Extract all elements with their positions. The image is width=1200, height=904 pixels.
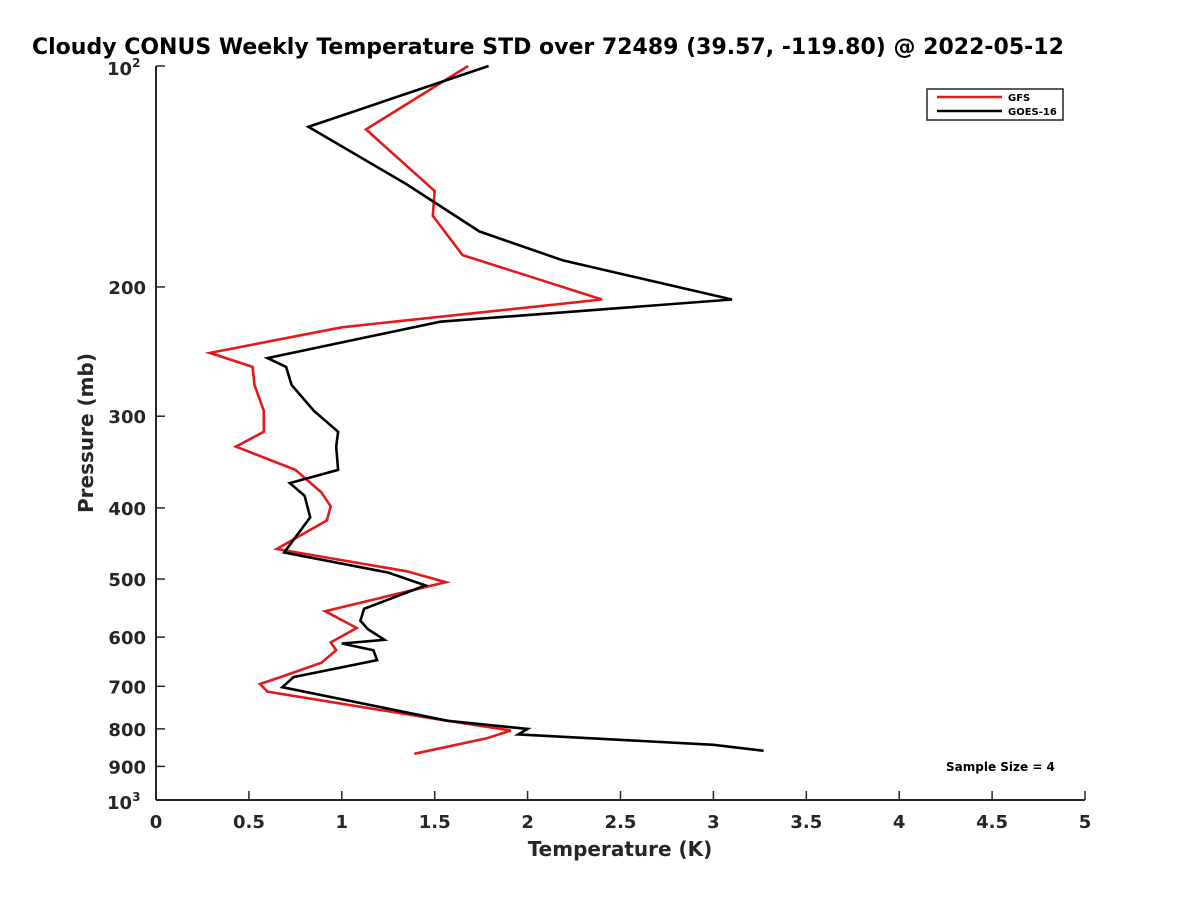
y-axis-ticks: 102 200 300 400 500 600 700 800 900 103 [107,56,165,814]
x-tick-label: 1 [336,812,349,833]
y-tick-label: 300 [108,407,146,428]
x-tick-label: 3.5 [790,812,822,833]
x-axis-ticks: 0 0.5 1 1.5 2 2.5 3 3.5 4 4.5 5 [150,791,1092,833]
x-tick-label: 2 [521,812,534,833]
x-axis-label: Temperature (K) [528,837,713,861]
sample-size-annotation: Sample Size = 4 [946,760,1055,774]
legend-label-gfs: GFS [1008,93,1030,104]
legend: GFS GOES-16 [926,88,1064,121]
y-tick-label: 600 [108,628,146,649]
x-tick-label: 2.5 [605,812,637,833]
series-line-gfs [204,64,603,756]
y-tick-label: 800 [108,720,146,741]
x-tick-label: 5 [1079,812,1092,833]
series-line-goes-16 [263,64,764,753]
y-tick-label: 102 [107,56,140,80]
chart-title: Cloudy CONUS Weekly Temperature STD over… [32,35,1064,60]
x-tick-label: 3 [707,812,720,833]
y-tick-label: 900 [108,757,146,778]
x-tick-label: 0 [150,812,163,833]
legend-label-goes-16: GOES-16 [1008,107,1057,118]
x-tick-label: 1.5 [419,812,451,833]
legend-box [926,88,1064,121]
y-axis-label: Pressure (mb) [74,353,98,513]
x-tick-label: 4 [893,812,906,833]
y-tick-label: 500 [108,570,146,591]
y-tick-label: 400 [108,499,146,520]
x-tick-label: 4.5 [976,812,1008,833]
y-tick-label: 700 [108,677,146,698]
x-tick-label: 0.5 [233,812,265,833]
plot-area: 0 0.5 1 1.5 2 2.5 3 3.5 4 4.5 5 102 200 300 400 500 600… [107,56,1091,833]
y-tick-label: 103 [107,790,140,814]
y-tick-label: 200 [108,278,146,299]
series-lines [204,64,764,756]
